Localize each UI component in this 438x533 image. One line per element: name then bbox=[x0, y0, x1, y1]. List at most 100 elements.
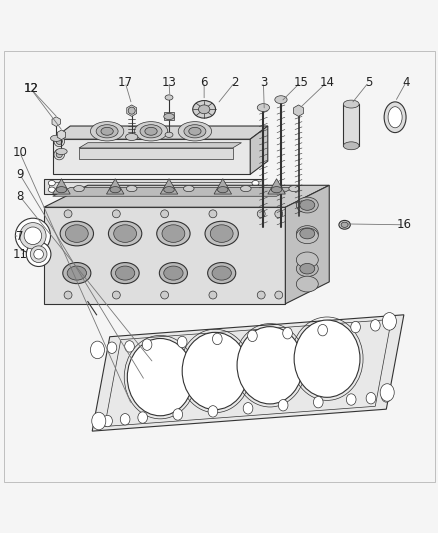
Ellipse shape bbox=[210, 225, 233, 243]
Ellipse shape bbox=[142, 339, 152, 350]
Ellipse shape bbox=[247, 330, 257, 342]
Ellipse shape bbox=[127, 338, 193, 416]
Ellipse shape bbox=[173, 409, 182, 420]
Ellipse shape bbox=[274, 210, 282, 218]
Ellipse shape bbox=[159, 263, 187, 284]
Ellipse shape bbox=[293, 320, 359, 397]
Bar bbox=[163, 112, 174, 120]
Ellipse shape bbox=[48, 181, 55, 185]
Text: 5: 5 bbox=[364, 76, 371, 88]
Ellipse shape bbox=[274, 291, 282, 299]
Ellipse shape bbox=[383, 102, 405, 133]
Ellipse shape bbox=[207, 263, 235, 284]
Bar bbox=[343, 104, 358, 146]
Ellipse shape bbox=[50, 135, 62, 141]
Ellipse shape bbox=[162, 225, 184, 243]
Polygon shape bbox=[44, 185, 328, 207]
Ellipse shape bbox=[101, 127, 113, 135]
Ellipse shape bbox=[251, 181, 258, 185]
Ellipse shape bbox=[110, 187, 120, 193]
Ellipse shape bbox=[178, 122, 211, 141]
Text: 2: 2 bbox=[230, 76, 238, 88]
Text: 12: 12 bbox=[23, 82, 38, 95]
Text: 12: 12 bbox=[23, 82, 38, 95]
Ellipse shape bbox=[163, 187, 174, 193]
Ellipse shape bbox=[182, 333, 247, 410]
Polygon shape bbox=[92, 315, 403, 431]
Ellipse shape bbox=[184, 125, 205, 138]
Ellipse shape bbox=[67, 266, 86, 280]
Ellipse shape bbox=[317, 325, 327, 336]
Ellipse shape bbox=[208, 210, 216, 218]
Ellipse shape bbox=[111, 263, 139, 284]
Ellipse shape bbox=[120, 414, 130, 425]
Ellipse shape bbox=[346, 394, 355, 405]
Ellipse shape bbox=[385, 318, 395, 329]
Ellipse shape bbox=[34, 249, 43, 259]
Ellipse shape bbox=[145, 127, 157, 135]
Polygon shape bbox=[44, 207, 285, 304]
Ellipse shape bbox=[65, 225, 88, 243]
Ellipse shape bbox=[177, 336, 187, 348]
Ellipse shape bbox=[124, 341, 134, 352]
Ellipse shape bbox=[296, 261, 318, 277]
Text: 6: 6 bbox=[200, 76, 208, 88]
Ellipse shape bbox=[296, 276, 318, 292]
Bar bbox=[44, 179, 263, 194]
Ellipse shape bbox=[48, 187, 55, 192]
Ellipse shape bbox=[257, 291, 265, 299]
Text: 4: 4 bbox=[401, 76, 409, 88]
Ellipse shape bbox=[126, 185, 137, 192]
Ellipse shape bbox=[54, 136, 64, 147]
Polygon shape bbox=[52, 117, 60, 126]
Text: 16: 16 bbox=[396, 219, 410, 231]
Ellipse shape bbox=[340, 222, 347, 228]
Polygon shape bbox=[267, 179, 285, 194]
Ellipse shape bbox=[379, 384, 393, 401]
Text: 13: 13 bbox=[161, 76, 176, 88]
Ellipse shape bbox=[237, 327, 302, 404]
Ellipse shape bbox=[163, 266, 183, 280]
Polygon shape bbox=[53, 188, 293, 196]
Ellipse shape bbox=[26, 242, 51, 266]
Ellipse shape bbox=[205, 221, 238, 246]
Ellipse shape bbox=[381, 312, 396, 330]
Ellipse shape bbox=[296, 197, 318, 213]
Ellipse shape bbox=[56, 138, 62, 144]
Ellipse shape bbox=[251, 187, 258, 192]
Polygon shape bbox=[79, 148, 232, 159]
Ellipse shape bbox=[163, 114, 174, 119]
Ellipse shape bbox=[74, 185, 84, 192]
Ellipse shape bbox=[134, 122, 167, 141]
Ellipse shape bbox=[288, 185, 299, 192]
Ellipse shape bbox=[208, 291, 216, 299]
Ellipse shape bbox=[343, 142, 358, 150]
Ellipse shape bbox=[138, 412, 147, 423]
Ellipse shape bbox=[350, 321, 360, 333]
Ellipse shape bbox=[165, 132, 173, 138]
Ellipse shape bbox=[113, 225, 136, 243]
Polygon shape bbox=[106, 179, 124, 194]
Ellipse shape bbox=[30, 246, 47, 263]
Ellipse shape bbox=[102, 415, 112, 427]
Ellipse shape bbox=[208, 406, 217, 417]
Ellipse shape bbox=[240, 185, 251, 192]
Ellipse shape bbox=[156, 221, 190, 246]
Text: 10: 10 bbox=[12, 146, 27, 159]
Polygon shape bbox=[53, 139, 250, 174]
Ellipse shape bbox=[296, 228, 318, 244]
Ellipse shape bbox=[192, 101, 215, 118]
Ellipse shape bbox=[60, 221, 93, 246]
Ellipse shape bbox=[125, 133, 138, 141]
Ellipse shape bbox=[243, 402, 252, 414]
Polygon shape bbox=[285, 185, 328, 304]
Ellipse shape bbox=[15, 218, 50, 253]
Ellipse shape bbox=[299, 228, 314, 239]
Ellipse shape bbox=[188, 127, 201, 135]
Ellipse shape bbox=[96, 125, 118, 138]
Ellipse shape bbox=[257, 103, 269, 111]
Ellipse shape bbox=[381, 391, 390, 402]
Text: 3: 3 bbox=[259, 76, 266, 88]
Ellipse shape bbox=[296, 225, 318, 241]
Polygon shape bbox=[160, 179, 177, 194]
